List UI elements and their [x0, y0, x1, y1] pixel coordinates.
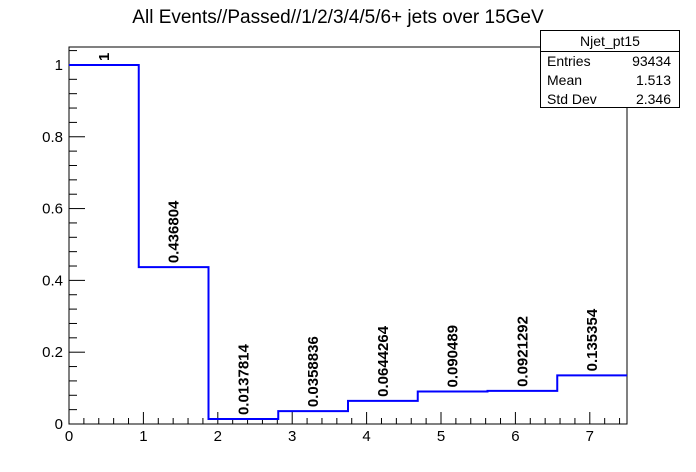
stats-box: Njet_pt15 Entries 93434 Mean 1.513 Std D…: [540, 30, 680, 108]
y-tick-label: 0: [55, 416, 63, 433]
bin-value-label: 0.090489: [445, 325, 462, 388]
bin-value-label: 0.0358836: [305, 336, 322, 407]
stats-row-stddev: Std Dev 2.346: [541, 90, 679, 109]
plot-frame: [68, 46, 628, 425]
x-tick-label: 5: [437, 428, 445, 445]
y-tick-label: 0.4: [42, 272, 63, 289]
bin-labels: 1 0.436804 0.0137814 0.0358836 0.0644264 0.09…: [96, 53, 601, 415]
bin-value-label: 0.436804: [166, 200, 183, 263]
bin-value-label: 0.0644264: [375, 325, 392, 397]
y-tick-label: 0.6: [42, 201, 63, 218]
stats-entries-label: Entries: [547, 53, 591, 69]
stats-box-title: Njet_pt15: [541, 31, 679, 52]
chart-title: All Events//Passed//1/2/3/4/5/6+ jets ov…: [132, 7, 544, 28]
histogram-line: [69, 63, 627, 421]
stats-row-entries: Entries 93434: [541, 52, 679, 71]
x-tick-label: 4: [362, 428, 370, 445]
x-tick-label: 0: [65, 428, 73, 445]
stats-stddev-label: Std Dev: [547, 91, 597, 107]
stats-stddev-value: 2.346: [635, 91, 671, 107]
stats-entries-value: 93434: [632, 53, 671, 69]
stats-row-mean: Mean 1.513: [541, 71, 679, 90]
bin-value-label: 0.0137814: [235, 343, 252, 415]
x-tick-label: 2: [214, 428, 222, 445]
bin-value-label: 1: [96, 53, 113, 61]
bin-value-label: 0.135354: [584, 308, 601, 371]
bin-value-label: 0.0921292: [514, 316, 531, 387]
y-tick-label: 0.8: [42, 129, 63, 146]
x-tick-label: 1: [139, 428, 147, 445]
stats-mean-value: 1.513: [635, 72, 671, 88]
y-tick-label: 1: [55, 57, 63, 74]
stats-mean-label: Mean: [547, 72, 583, 88]
x-tick-label: 7: [586, 428, 594, 445]
y-tick-label: 0.2: [42, 344, 63, 361]
axes: 0 1 2 3 4 5 6 7 0 0.2 0.4 0.6 0.8 1: [42, 50, 621, 445]
x-tick-label: 6: [511, 428, 519, 445]
x-tick-label: 3: [288, 428, 296, 445]
